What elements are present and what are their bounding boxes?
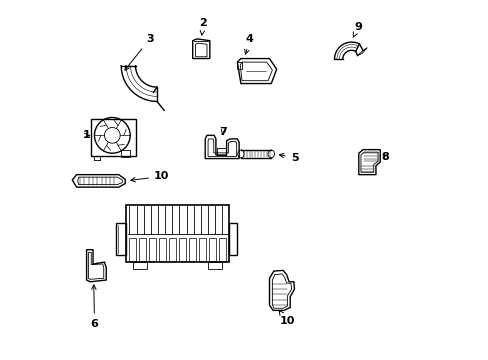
Text: 10: 10 — [130, 171, 169, 182]
Text: 5: 5 — [279, 153, 298, 163]
Text: 10: 10 — [279, 311, 294, 327]
Text: 7: 7 — [219, 127, 226, 137]
Text: 3: 3 — [124, 34, 153, 70]
Text: 4: 4 — [244, 34, 253, 54]
Text: 9: 9 — [352, 22, 361, 37]
Text: 6: 6 — [90, 285, 98, 329]
Text: 2: 2 — [199, 18, 207, 35]
Text: 1: 1 — [82, 130, 90, 140]
Text: 8: 8 — [381, 152, 388, 162]
